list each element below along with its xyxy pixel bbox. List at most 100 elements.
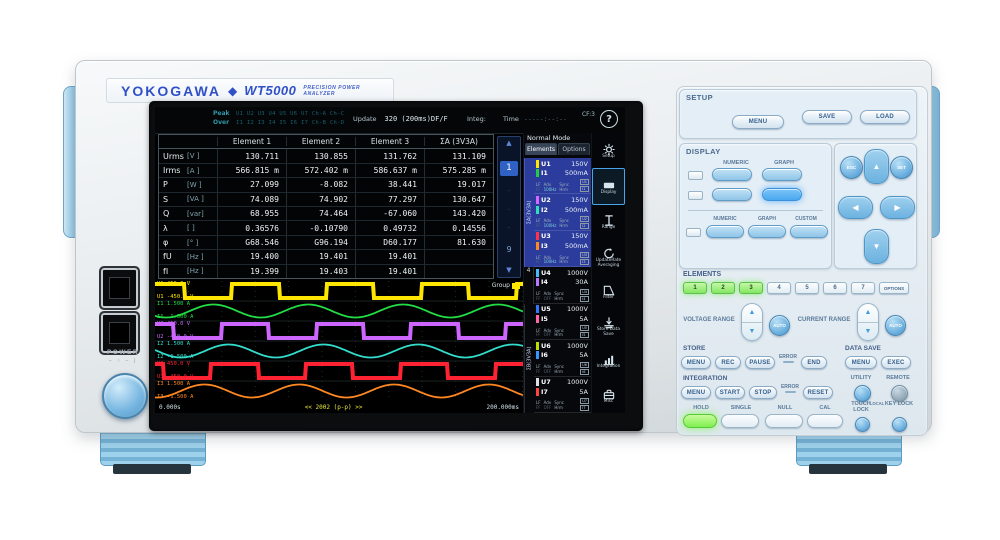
load-button[interactable]: LOAD [860,110,910,124]
integration-menu-button[interactable]: MENU [681,386,711,399]
display-a-graph-button[interactable] [762,168,802,181]
menu-store-data-save[interactable]: Store Data Save [592,309,625,344]
element-4-config[interactable]: U4 1000V I4 30A LF FF Adv OFF Sync Hrm U4 I4 [534,267,591,304]
row-function: Irms [163,166,181,176]
touch-lock-button[interactable] [855,417,870,432]
menu-range[interactable]: Range [592,205,625,240]
adv-setting: Adv OFF [544,291,552,302]
tab-options[interactable]: Options [558,143,590,155]
store-rec-button[interactable]: REC [715,356,741,369]
menu-integration[interactable]: Integration [592,344,625,379]
voltage-id: U2 [541,195,551,204]
voltage-range-value: 1000V [567,341,588,350]
menu-updaterate-averaging[interactable]: UpdateRate Averaging [592,239,625,274]
element-key-4[interactable]: 4 [767,282,791,294]
store-end-button[interactable]: END [801,356,827,369]
wiring-group-label: ΣA(3V3A) [524,158,534,268]
store-menu-button[interactable]: MENU [681,356,711,369]
menu-display[interactable]: Display [592,167,625,205]
element-key-7[interactable]: 7 [851,282,875,294]
sync-source-u: U6 [580,361,589,368]
current-auto-button[interactable]: AUTO [885,315,906,336]
arrow-left-button[interactable]: ◀ [838,196,873,219]
voltage-auto-button[interactable]: AUTO [769,315,790,336]
trace-U3-top-scale: U3 450.0 V [157,361,191,367]
display-c-graph-button[interactable] [748,225,786,238]
data-save-exec-button[interactable]: EXEC [881,356,911,369]
cell-value [424,250,493,264]
cell-value: 0.14556 [424,221,493,235]
null-button[interactable] [765,414,803,428]
element-key-3[interactable]: 3 [739,282,763,294]
crest-factor-badge: CF:3 [581,111,595,118]
sync-source-i: I7 [580,404,589,411]
element-key-1[interactable]: 1 [683,282,707,294]
power-symbols: – ○ – | [108,358,138,364]
data-save-menu-button[interactable]: MENU [845,356,877,369]
display-b-graph-button[interactable] [762,188,802,201]
menu-label: Range [601,225,616,231]
element-key-2[interactable]: 2 [711,282,735,294]
page-up-button[interactable]: ▲ [506,139,512,147]
usb-port-1[interactable] [99,266,140,310]
element-2-config[interactable]: U2 150V I2 500mA LF FF Adv 100Hz Sync Hrm U2 I2 [534,194,591,231]
store-pause-button[interactable]: PAUSE [745,356,775,369]
single-button[interactable] [721,414,759,428]
integration-stop-button[interactable]: STOP [749,386,777,399]
sync-source-boxes: U5 I5 [580,324,589,339]
display-c-custom-button[interactable] [790,225,828,238]
element-3-config[interactable]: U3 150V I3 500mA LF FF Adv 100Hz Sync Hrm U3 I3 [534,231,591,268]
element-key-6[interactable]: 6 [823,282,847,294]
help-icon[interactable]: ? [600,110,618,128]
options-key[interactable]: OPTIONS [879,282,909,294]
ff-flag: FF [536,405,541,411]
points-info: << 2002 (p-p) >> [304,403,363,411]
setup-menu-button[interactable]: MENU [732,115,784,129]
save-button[interactable]: SAVE [802,110,852,124]
element-key-5[interactable]: 5 [795,282,819,294]
waveform-plot [155,281,524,405]
arrow-down-button[interactable]: ▼ [864,229,889,264]
trace-I3-top-scale: I3 1.500 A [157,381,191,387]
display-c-numeric-button[interactable] [706,225,744,238]
sync-source-boxes: U2 I2 [580,215,589,229]
power-button[interactable] [102,373,148,419]
cell-value: 130.855 [286,149,355,163]
voltage-color-chip [536,232,539,241]
arrow-up-button[interactable]: ▲ [864,149,889,184]
cell-value: 74.089 [217,192,286,207]
set-button[interactable]: SET [890,156,913,179]
adv-setting: Adv 100Hz [544,182,557,193]
voltage-range-rocker[interactable]: ▲ ▼ [741,303,763,341]
current-page[interactable]: 1 [500,160,518,176]
menu-label: UpdateRate Averaging [595,257,622,268]
page-selector[interactable]: ▲ 1 · · · 9 ▼ [497,136,521,278]
hold-button[interactable] [683,414,717,428]
element-5-config[interactable]: U5 1000V I5 5A LF FF Adv OFF Sync Hrm U5 I5 [534,304,591,341]
integration-start-button[interactable]: START [715,386,745,399]
display-b-numeric-button[interactable] [712,188,752,201]
usb-port-2[interactable] [99,311,140,355]
cell-value: 74.464 [286,207,355,221]
arrow-right-button[interactable]: ▶ [880,196,915,219]
esc-button[interactable]: ESC [840,156,863,179]
adv-label: Adv [543,400,552,406]
menu-filter[interactable]: Filter [592,274,625,309]
menu-misc[interactable]: Misc [592,378,625,413]
element-sub-config: LF FF Adv OFF Sync Hrm U5 I5 [536,324,589,339]
page-down-button[interactable]: ▼ [506,266,512,274]
tab-elements[interactable]: Elements [525,143,557,155]
key-lock-button[interactable] [892,417,907,432]
element-1-config[interactable]: U1 150V I1 500mA LF FF Adv 100Hz Sync Hrm U1 I1 [534,158,591,195]
lf-flag: LF [536,218,541,224]
menu-setup[interactable]: Setup [592,133,625,168]
current-range-value: 500mA [564,242,588,251]
current-range-rocker[interactable]: ▲ ▼ [857,303,879,341]
last-page[interactable]: 9 [506,244,512,254]
utility-button[interactable] [854,385,871,402]
element-6-config[interactable]: U6 1000V I6 5A LF FF Adv OFF Sync Hrm U6 I6 [534,340,591,377]
element-7-config[interactable]: U7 1000V I7 5A LF FF Adv OFF Sync Hrm U7 I7 [534,377,591,413]
integration-reset-button[interactable]: RESET [803,386,833,399]
cal-button[interactable] [807,414,843,428]
display-a-numeric-button[interactable] [712,168,752,181]
